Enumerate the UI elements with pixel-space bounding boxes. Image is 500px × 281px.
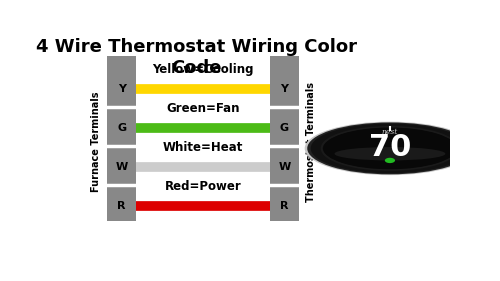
Ellipse shape (322, 127, 458, 170)
Text: Red=Power: Red=Power (164, 180, 242, 193)
Bar (270, 56, 299, 221)
Text: Y: Y (280, 84, 288, 94)
Text: nest: nest (382, 128, 398, 136)
Text: G: G (280, 123, 289, 133)
Ellipse shape (304, 122, 475, 175)
Ellipse shape (324, 128, 456, 169)
Text: White=Heat: White=Heat (163, 141, 243, 154)
Text: W: W (116, 162, 128, 172)
Text: G: G (117, 123, 126, 133)
Ellipse shape (307, 123, 472, 174)
Text: Green=Fan: Green=Fan (166, 102, 240, 115)
Bar (107, 56, 136, 221)
Ellipse shape (334, 147, 446, 160)
Text: Thermostat Terminals: Thermostat Terminals (306, 82, 316, 202)
Text: Y: Y (118, 84, 126, 94)
Text: Yellow=Cooling: Yellow=Cooling (152, 63, 254, 76)
Text: R: R (280, 201, 288, 211)
Text: 70: 70 (369, 133, 411, 162)
Text: W: W (278, 162, 290, 172)
Ellipse shape (310, 124, 469, 173)
Text: R: R (118, 201, 126, 211)
Ellipse shape (385, 158, 395, 163)
Text: Furnace Terminals: Furnace Terminals (91, 92, 101, 192)
Text: 4 Wire Thermostat Wiring Color
Code: 4 Wire Thermostat Wiring Color Code (36, 38, 356, 77)
